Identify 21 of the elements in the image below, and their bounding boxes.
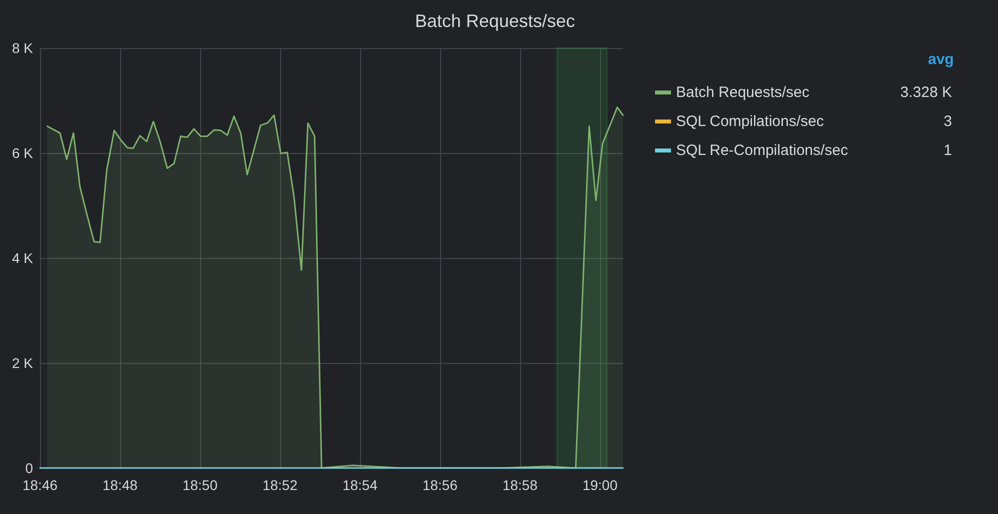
y-tick-label: 2 K [12, 355, 34, 371]
text: 1 [944, 142, 952, 159]
x-tick-label: 18:54 [342, 477, 378, 493]
x-tick-label: 18:50 [182, 477, 218, 493]
x-tick-label: 18:46 [22, 477, 58, 493]
chart-title: Batch Requests/sec [414, 11, 576, 31]
y-tick-label: 4 K [12, 250, 34, 266]
legend-label: Batch Requests/sec [676, 84, 810, 101]
y-tick-label: 6 K [12, 145, 34, 161]
text: 3 [944, 113, 952, 130]
legend-label: SQL Re-Compilations/sec [676, 142, 849, 159]
y-tick-label: 0 [25, 460, 34, 476]
x-tick-label: 18:48 [102, 477, 138, 493]
x-tick-label: 18:56 [422, 477, 458, 493]
x-tick-label: 18:52 [262, 477, 298, 493]
y-tick-label: 8 K [12, 40, 34, 56]
text: 3.328 K [900, 84, 952, 101]
x-tick-label: 19:00 [582, 477, 618, 493]
legend-label: SQL Compilations/sec [676, 113, 824, 130]
x-tick-label: 18:58 [502, 477, 538, 493]
legend-title: avg [928, 51, 954, 68]
